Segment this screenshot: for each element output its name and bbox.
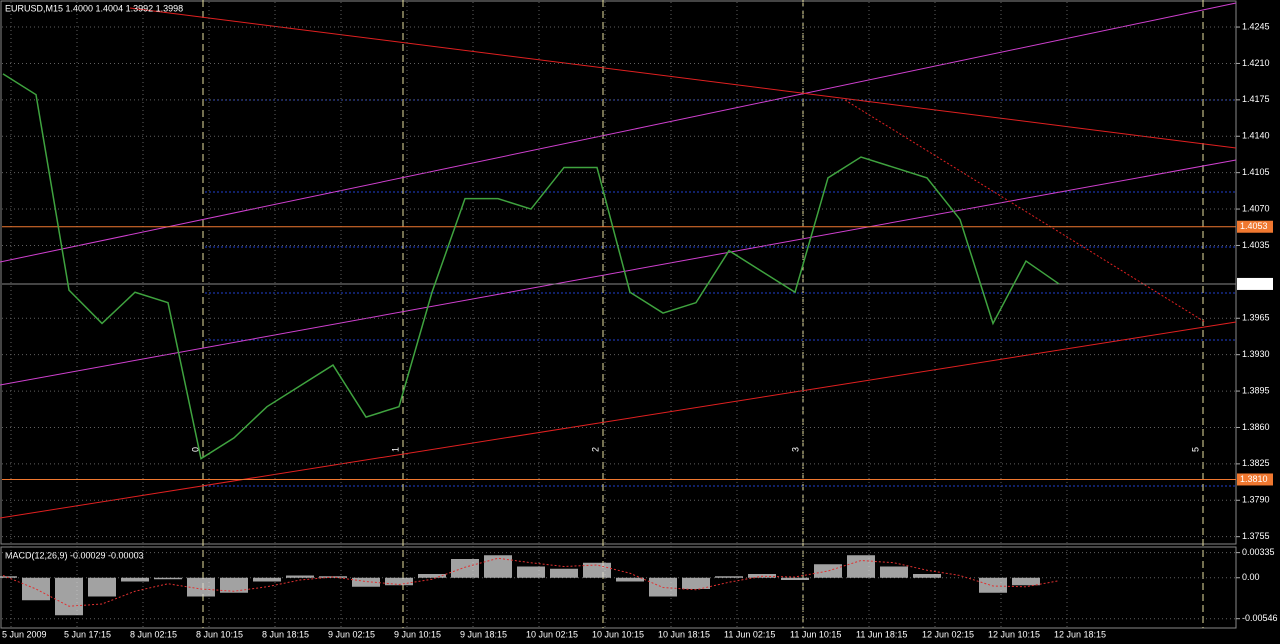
- macd-bar: [385, 577, 413, 586]
- y-tick-label: 0.00: [1242, 572, 1260, 582]
- y-tick-label: 1.4070: [1242, 203, 1270, 213]
- x-tick-label: 8 Jun 02:15: [130, 629, 177, 639]
- x-tick-label: 12 Jun 18:15: [1054, 629, 1106, 639]
- cycle-label: 3: [790, 447, 800, 452]
- signal-line: [2, 557, 1060, 607]
- y-tick-label: 1.3895: [1242, 385, 1270, 395]
- y-tick-label: -0.00546: [1242, 613, 1278, 623]
- y-tick-label: 1.4175: [1242, 94, 1270, 104]
- y-tick-label: 1.3790: [1242, 495, 1270, 505]
- macd-bar: [847, 555, 875, 578]
- y-tick-label: 1.4245: [1242, 21, 1270, 31]
- x-tick-label: 10 Jun 02:15: [526, 629, 578, 639]
- macd-bar: [88, 577, 116, 597]
- y-tick-label: 1.3825: [1242, 458, 1270, 468]
- x-tick-label: 11 Jun 18:15: [856, 629, 907, 639]
- cycle-label: 5: [1190, 447, 1200, 452]
- x-tick-label: 9 Jun 18:15: [460, 629, 507, 639]
- x-tick-label: 12 Jun 10:15: [988, 629, 1040, 639]
- macd-bar: [220, 577, 248, 593]
- macd-bar: [22, 577, 50, 601]
- x-tick-label: 8 Jun 18:15: [262, 629, 309, 639]
- cycle-label: 2: [590, 447, 600, 452]
- chart-title: EURUSD,M15 1.4000 1.4004 1.3992 1.3998: [5, 3, 183, 13]
- trend-line: [129, 7, 1237, 149]
- x-tick-label: 9 Jun 10:15: [394, 629, 441, 639]
- y-tick-label: 1.4140: [1242, 131, 1270, 141]
- y-tick-label: 1.4105: [1242, 167, 1270, 177]
- channel-line: [0, 159, 1237, 386]
- macd-bar: [715, 576, 743, 578]
- price-tag: [1237, 220, 1273, 233]
- macd-bar: [451, 559, 479, 578]
- x-tick-label: 10 Jun 18:15: [658, 629, 710, 639]
- x-tick-label: 11 Jun 02:15: [724, 629, 775, 639]
- macd-bar: [814, 564, 842, 578]
- macd-bar: [418, 574, 446, 578]
- macd-bar: [880, 566, 908, 578]
- macd-bar: [616, 577, 644, 582]
- macd-bar: [550, 568, 578, 578]
- macd-bar: [913, 574, 941, 578]
- macd-bar: [121, 577, 149, 582]
- macd-bar: [781, 577, 809, 580]
- price-tag-label: 1.4053: [1240, 221, 1268, 231]
- price-line: [2, 73, 1060, 460]
- y-tick-label: 1.3930: [1242, 349, 1270, 359]
- macd-bar: [55, 577, 83, 616]
- macd-bar: [286, 575, 314, 578]
- macd-bar: [187, 577, 215, 597]
- macd-bar: [517, 566, 545, 578]
- macd-panel-frame: [0, 546, 1237, 629]
- y-tick-label: 1.4210: [1242, 58, 1270, 68]
- macd-bar: [484, 555, 512, 578]
- channel-line: [0, 2, 1237, 263]
- macd-title: MACD(12,26,9) -0.00029 -0.00003: [5, 550, 144, 560]
- macd-bar: [682, 577, 710, 589]
- y-tick-label: 1.3755: [1242, 531, 1270, 541]
- price-tag: [1237, 473, 1273, 486]
- price-tag: [1237, 277, 1273, 290]
- x-tick-label: 5 Jun 17:15: [64, 629, 111, 639]
- price-panel-frame: [0, 0, 1237, 545]
- y-tick-label: 0.00335: [1242, 547, 1275, 557]
- macd-bar: [0, 576, 17, 578]
- macd-bar: [253, 577, 281, 582]
- x-tick-label: 9 Jun 02:15: [328, 629, 375, 639]
- x-tick-label: 10 Jun 10:15: [592, 629, 644, 639]
- x-tick-label: 8 Jun 10:15: [196, 629, 243, 639]
- cycle-label: 0: [190, 447, 200, 452]
- macd-bar: [154, 577, 182, 580]
- projection-line: [844, 99, 1206, 323]
- macd-bar: [979, 577, 1007, 593]
- cycle-labels: 0 1 2 3 5: [190, 447, 1200, 452]
- cycle-label: 1: [390, 447, 400, 452]
- y-tick-label: 1.3965: [1242, 313, 1270, 323]
- price-tag-label: 1.3810: [1240, 474, 1268, 484]
- price-tag-label: 1.3998: [1240, 278, 1268, 288]
- x-tick-label: 11 Jun 10:15: [790, 629, 841, 639]
- x-tick-label: 12 Jun 02:15: [922, 629, 974, 639]
- y-tick-label: 1.4035: [1242, 240, 1270, 250]
- macd-bar: [1012, 577, 1040, 586]
- x-tick-label: 5 Jun 2009: [2, 629, 47, 639]
- macd-bar: [352, 577, 380, 587]
- y-tick-label: 1.3860: [1242, 422, 1270, 432]
